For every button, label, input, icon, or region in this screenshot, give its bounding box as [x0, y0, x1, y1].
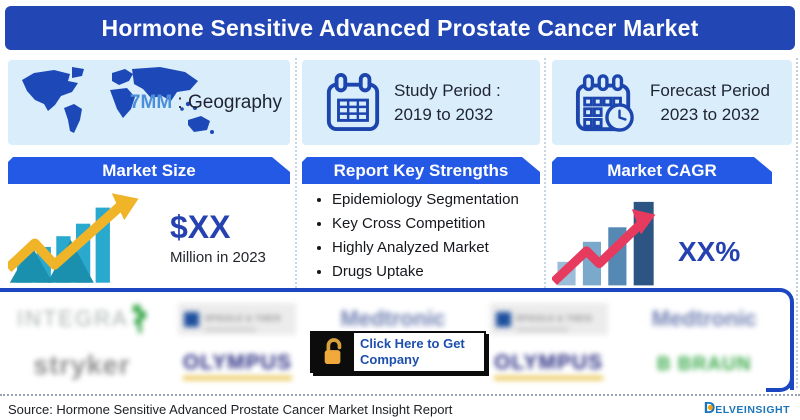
market-cagr-section: XX%	[552, 190, 792, 286]
list-item: Key Cross Competition	[332, 212, 542, 236]
forecast-period-card: Forecast Period 2023 to 2032	[552, 60, 792, 145]
geography-card: 7MM : Geography	[8, 60, 290, 145]
company-logo-grid: INTEGRA SPIGGLE & THEIS Medtronic SPIGGL…	[4, 296, 782, 388]
company-logo-medtronic: Medtronic	[340, 306, 446, 331]
company-logo-medtronic: Medtronic	[651, 306, 757, 331]
company-logo-olympus: OLYMPUS	[494, 351, 604, 380]
market-size-value: $XX	[170, 208, 231, 245]
footer: Source: Hormone Sensitive Advanced Prost…	[0, 394, 800, 420]
spiggle-name: SPIGGLE & THEIS	[204, 308, 281, 331]
unlock-icon	[312, 333, 354, 371]
world-map-icon	[22, 67, 214, 134]
page-title: Hormone Sensitive Advanced Prostate Canc…	[101, 14, 699, 41]
company-logo-olympus: OLYMPUS	[182, 351, 292, 380]
title-bar: Hormone Sensitive Advanced Prostate Canc…	[5, 6, 795, 50]
company-logos-band: INTEGRA SPIGGLE & THEIS Medtronic SPIGGL…	[0, 288, 794, 392]
market-size-caption: Million in 2023	[170, 249, 266, 267]
get-company-button[interactable]: Click Here to Get Company	[310, 331, 486, 373]
company-logo-bbraun: B BRAUN	[656, 354, 752, 375]
market-cagr-banner: Market CAGR	[552, 157, 772, 184]
calendar-clock-icon	[575, 74, 634, 132]
cagr-chart-icon	[552, 201, 656, 286]
get-company-button-label: Click Here to Get Company	[360, 335, 465, 367]
key-strengths-banner: Report Key Strengths	[302, 157, 540, 184]
key-strengths-list: Epidemiology Segmentation Key Cross Comp…	[306, 188, 542, 284]
list-item: Epidemiology Segmentation	[332, 188, 542, 212]
market-size-value-block: $XX Million in 2023	[170, 208, 266, 267]
spiggle-subline	[204, 327, 257, 331]
band-corner	[766, 368, 794, 392]
geography-value: 7MM	[129, 92, 173, 113]
growth-chart-icon	[8, 193, 139, 283]
list-item: Highly Analyzed Market	[332, 236, 542, 260]
geography-text: : Geography	[172, 92, 282, 113]
spiggle-subline	[515, 327, 568, 331]
source-text: Source: Hormone Sensitive Advanced Prost…	[8, 401, 453, 417]
market-cagr-value: XX%	[678, 236, 741, 267]
study-period-label: Study Period : 2019 to 2032	[394, 80, 501, 124]
delveinsight-logo: D ELVEINSIGHT	[703, 400, 790, 417]
geography-label: 7MM : Geography	[130, 92, 282, 114]
company-logo-spiggle: SPIGGLE & THEIS	[489, 303, 608, 335]
market-size-banner: Market Size	[8, 157, 290, 184]
spiggle-mark	[184, 311, 200, 327]
column-divider	[544, 58, 546, 288]
company-logo-integra: INTEGRA	[17, 304, 147, 334]
column-divider	[295, 58, 297, 288]
forecast-period-label: Forecast Period 2023 to 2032	[650, 80, 770, 124]
calendar-icon	[326, 73, 380, 132]
market-size-section: $XX Million in 2023	[8, 190, 290, 286]
company-logo-stryker: stryker	[33, 349, 131, 380]
tree-icon	[132, 304, 146, 334]
company-logo-spiggle: SPIGGLE & THEIS	[178, 303, 297, 335]
list-item: Drugs Uptake	[332, 260, 542, 284]
spiggle-name: SPIGGLE & THEIS	[515, 308, 593, 331]
page-edge-divider	[796, 58, 798, 388]
study-period-card: Study Period : 2019 to 2032	[302, 60, 540, 145]
spiggle-mark	[495, 311, 511, 327]
